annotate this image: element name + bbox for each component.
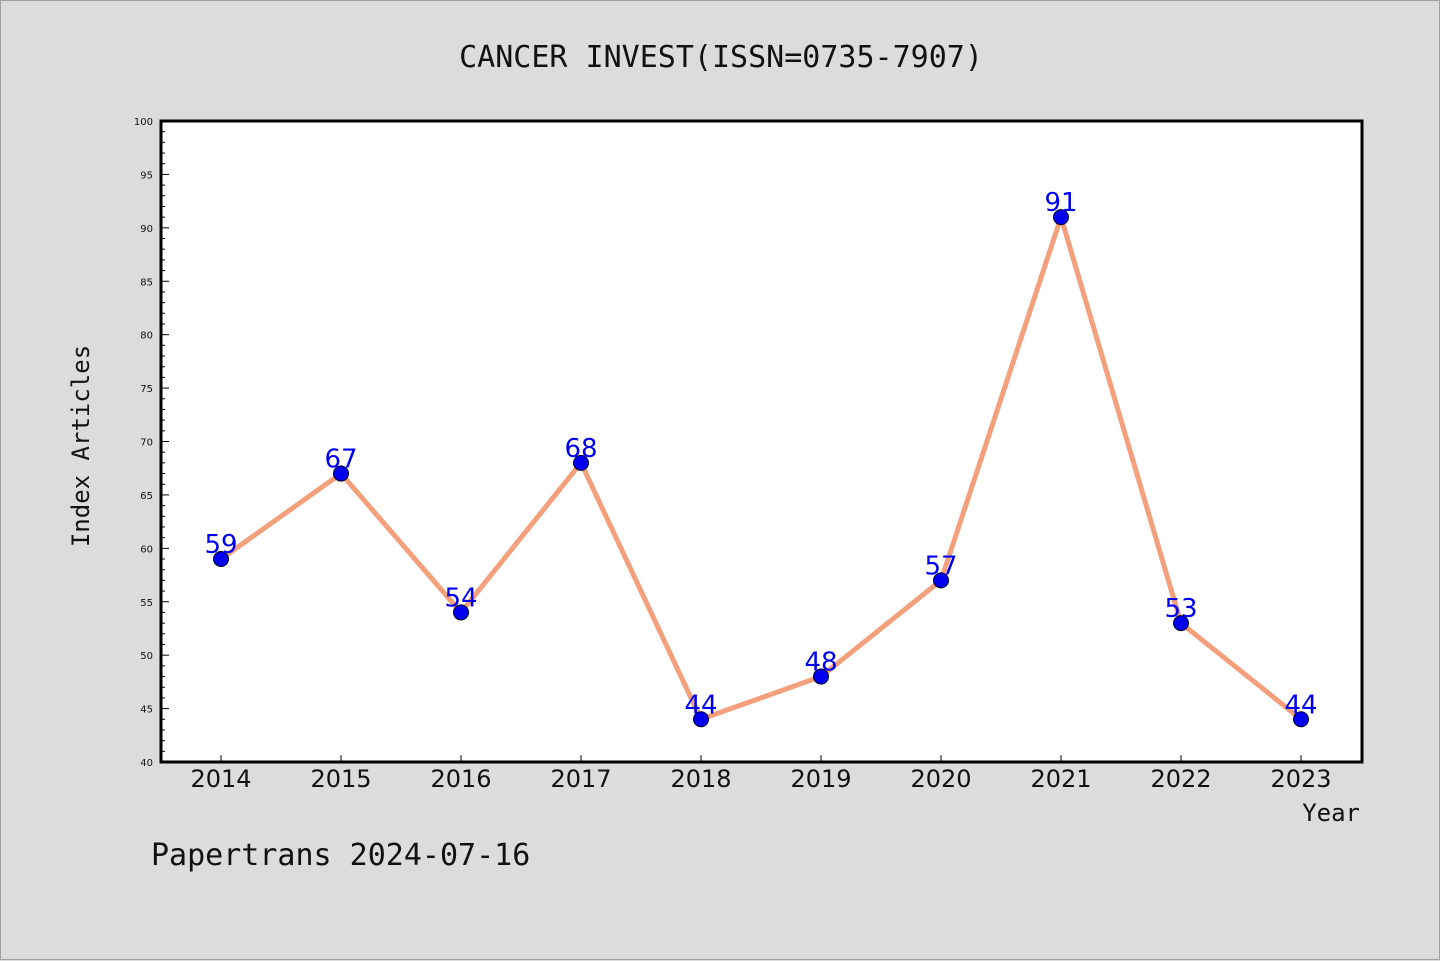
x-tick-label: 2014	[190, 765, 251, 793]
data-point	[213, 551, 229, 568]
data-label: 48	[804, 648, 837, 678]
data-label: 67	[324, 445, 357, 475]
data-point	[1053, 209, 1069, 226]
series-line	[218, 214, 1304, 722]
x-tick-label: 2018	[670, 765, 731, 793]
data-label: 59	[204, 530, 237, 560]
x-tick-label: 2023	[1270, 765, 1331, 793]
data-point	[693, 711, 709, 728]
y-axis: 40 45 50 55 60 65 70 75 80 85 90 95 100	[134, 117, 169, 769]
data-label: 68	[564, 434, 597, 464]
y-tick-label: 50	[140, 651, 153, 662]
x-axis: 2014 2015 2016 2017 2018 2019 2020 2021 2022 2023	[190, 755, 1332, 793]
data-label: 53	[1164, 594, 1197, 624]
data-label: 91	[1044, 188, 1077, 218]
y-tick-label: 55	[140, 598, 153, 609]
data-point	[1293, 711, 1309, 728]
footer-note: Papertrans 2024-07-16	[151, 838, 530, 873]
data-label: 44	[684, 690, 717, 720]
data-point	[813, 668, 829, 685]
y-tick-label: 45	[140, 705, 153, 716]
data-point	[453, 604, 469, 621]
y-tick-label: 70	[140, 438, 153, 449]
y-tick-label: 40	[140, 758, 153, 769]
plot-area	[159, 119, 1364, 764]
y-tick-label: 85	[140, 277, 153, 288]
x-axis-title: Year	[1302, 799, 1360, 827]
x-tick-label: 2020	[910, 765, 971, 793]
y-tick-label: 75	[140, 384, 153, 395]
y-tick-label: 100	[134, 117, 153, 128]
data-label: 57	[924, 551, 957, 581]
x-tick-label: 2017	[550, 765, 611, 793]
x-tick-label: 2019	[790, 765, 851, 793]
y-tick-label: 95	[140, 170, 153, 181]
data-label: 54	[444, 583, 477, 613]
series-layer: 59 67 54 68 44 48 57 91 53 44	[204, 188, 1318, 728]
x-tick-label: 2015	[310, 765, 371, 793]
data-point	[933, 572, 949, 589]
data-point	[333, 465, 349, 482]
x-tick-label: 2022	[1150, 765, 1211, 793]
y-axis-title: Index Articles	[67, 345, 95, 547]
y-tick-label: 90	[140, 224, 153, 235]
data-label: 44	[1284, 690, 1317, 720]
y-tick-label: 60	[140, 544, 153, 555]
chart-title: CANCER INVEST(ISSN=0735-7907)	[459, 40, 983, 75]
data-point	[573, 454, 589, 471]
x-tick-label: 2016	[430, 765, 491, 793]
x-tick-label: 2021	[1030, 765, 1091, 793]
y-tick-label: 80	[140, 331, 153, 342]
y-tick-label: 65	[140, 491, 153, 502]
data-point	[1173, 615, 1189, 632]
